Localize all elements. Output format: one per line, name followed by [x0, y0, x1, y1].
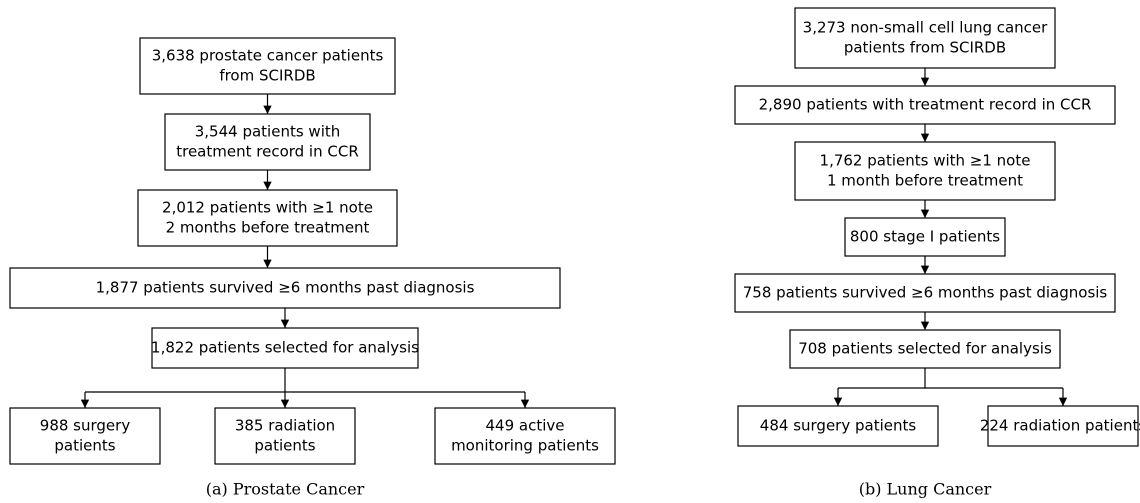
- caption: (b) Lung Cancer: [859, 480, 992, 499]
- flow-box: [9, 267, 561, 309]
- flow-box: [987, 405, 1139, 447]
- flow-box: [137, 189, 398, 247]
- box-label: 2,890 patients with treatment record in …: [759, 96, 1092, 114]
- flow-box: [164, 113, 371, 171]
- box-label: monitoring patients: [451, 437, 599, 455]
- flow-box: [9, 407, 161, 465]
- box-label: 449 active: [486, 417, 565, 435]
- box-label: 758 patients survived ≥6 months past dia…: [743, 284, 1108, 302]
- box-label: from SCIRDB: [219, 67, 315, 85]
- box-label: 2 months before treatment: [166, 219, 370, 237]
- box-label: 484 surgery patients: [760, 417, 917, 435]
- flow-box: [434, 407, 616, 465]
- flow-box: [734, 273, 1116, 313]
- flow-box: [794, 7, 1056, 69]
- box-label: treatment record in CCR: [176, 143, 359, 161]
- box-label: 385 radiation: [235, 417, 335, 435]
- box-label: 1 month before treatment: [827, 172, 1023, 190]
- caption: (a) Prostate Cancer: [206, 480, 365, 499]
- flow-box: [214, 407, 356, 465]
- flow-box: [737, 405, 939, 447]
- box-label: 3,273 non-small cell lung cancer: [803, 19, 1049, 37]
- box-label: 2,012 patients with ≥1 note: [162, 199, 373, 217]
- flow-box: [151, 327, 419, 369]
- box-label: patients: [254, 437, 315, 455]
- flow-box: [794, 141, 1056, 201]
- flow-box: [734, 85, 1116, 125]
- box-label: 224 radiation patients: [980, 417, 1140, 435]
- box-label: patients from SCIRDB: [844, 39, 1006, 57]
- flow-box: [139, 37, 396, 95]
- box-label: 800 stage I patients: [850, 228, 1000, 246]
- box-label: 3,638 prostate cancer patients: [152, 47, 384, 65]
- box-label: 1,877 patients survived ≥6 months past d…: [96, 279, 475, 297]
- flow-box: [844, 217, 1006, 257]
- flow-box: [789, 329, 1061, 369]
- box-label: 708 patients selected for analysis: [798, 340, 1052, 358]
- box-label: 988 surgery: [40, 417, 131, 435]
- box-label: patients: [54, 437, 115, 455]
- box-label: 1,822 patients selected for analysis: [151, 339, 419, 357]
- box-label: 1,762 patients with ≥1 note: [820, 152, 1031, 170]
- box-label: 3,544 patients with: [195, 123, 341, 141]
